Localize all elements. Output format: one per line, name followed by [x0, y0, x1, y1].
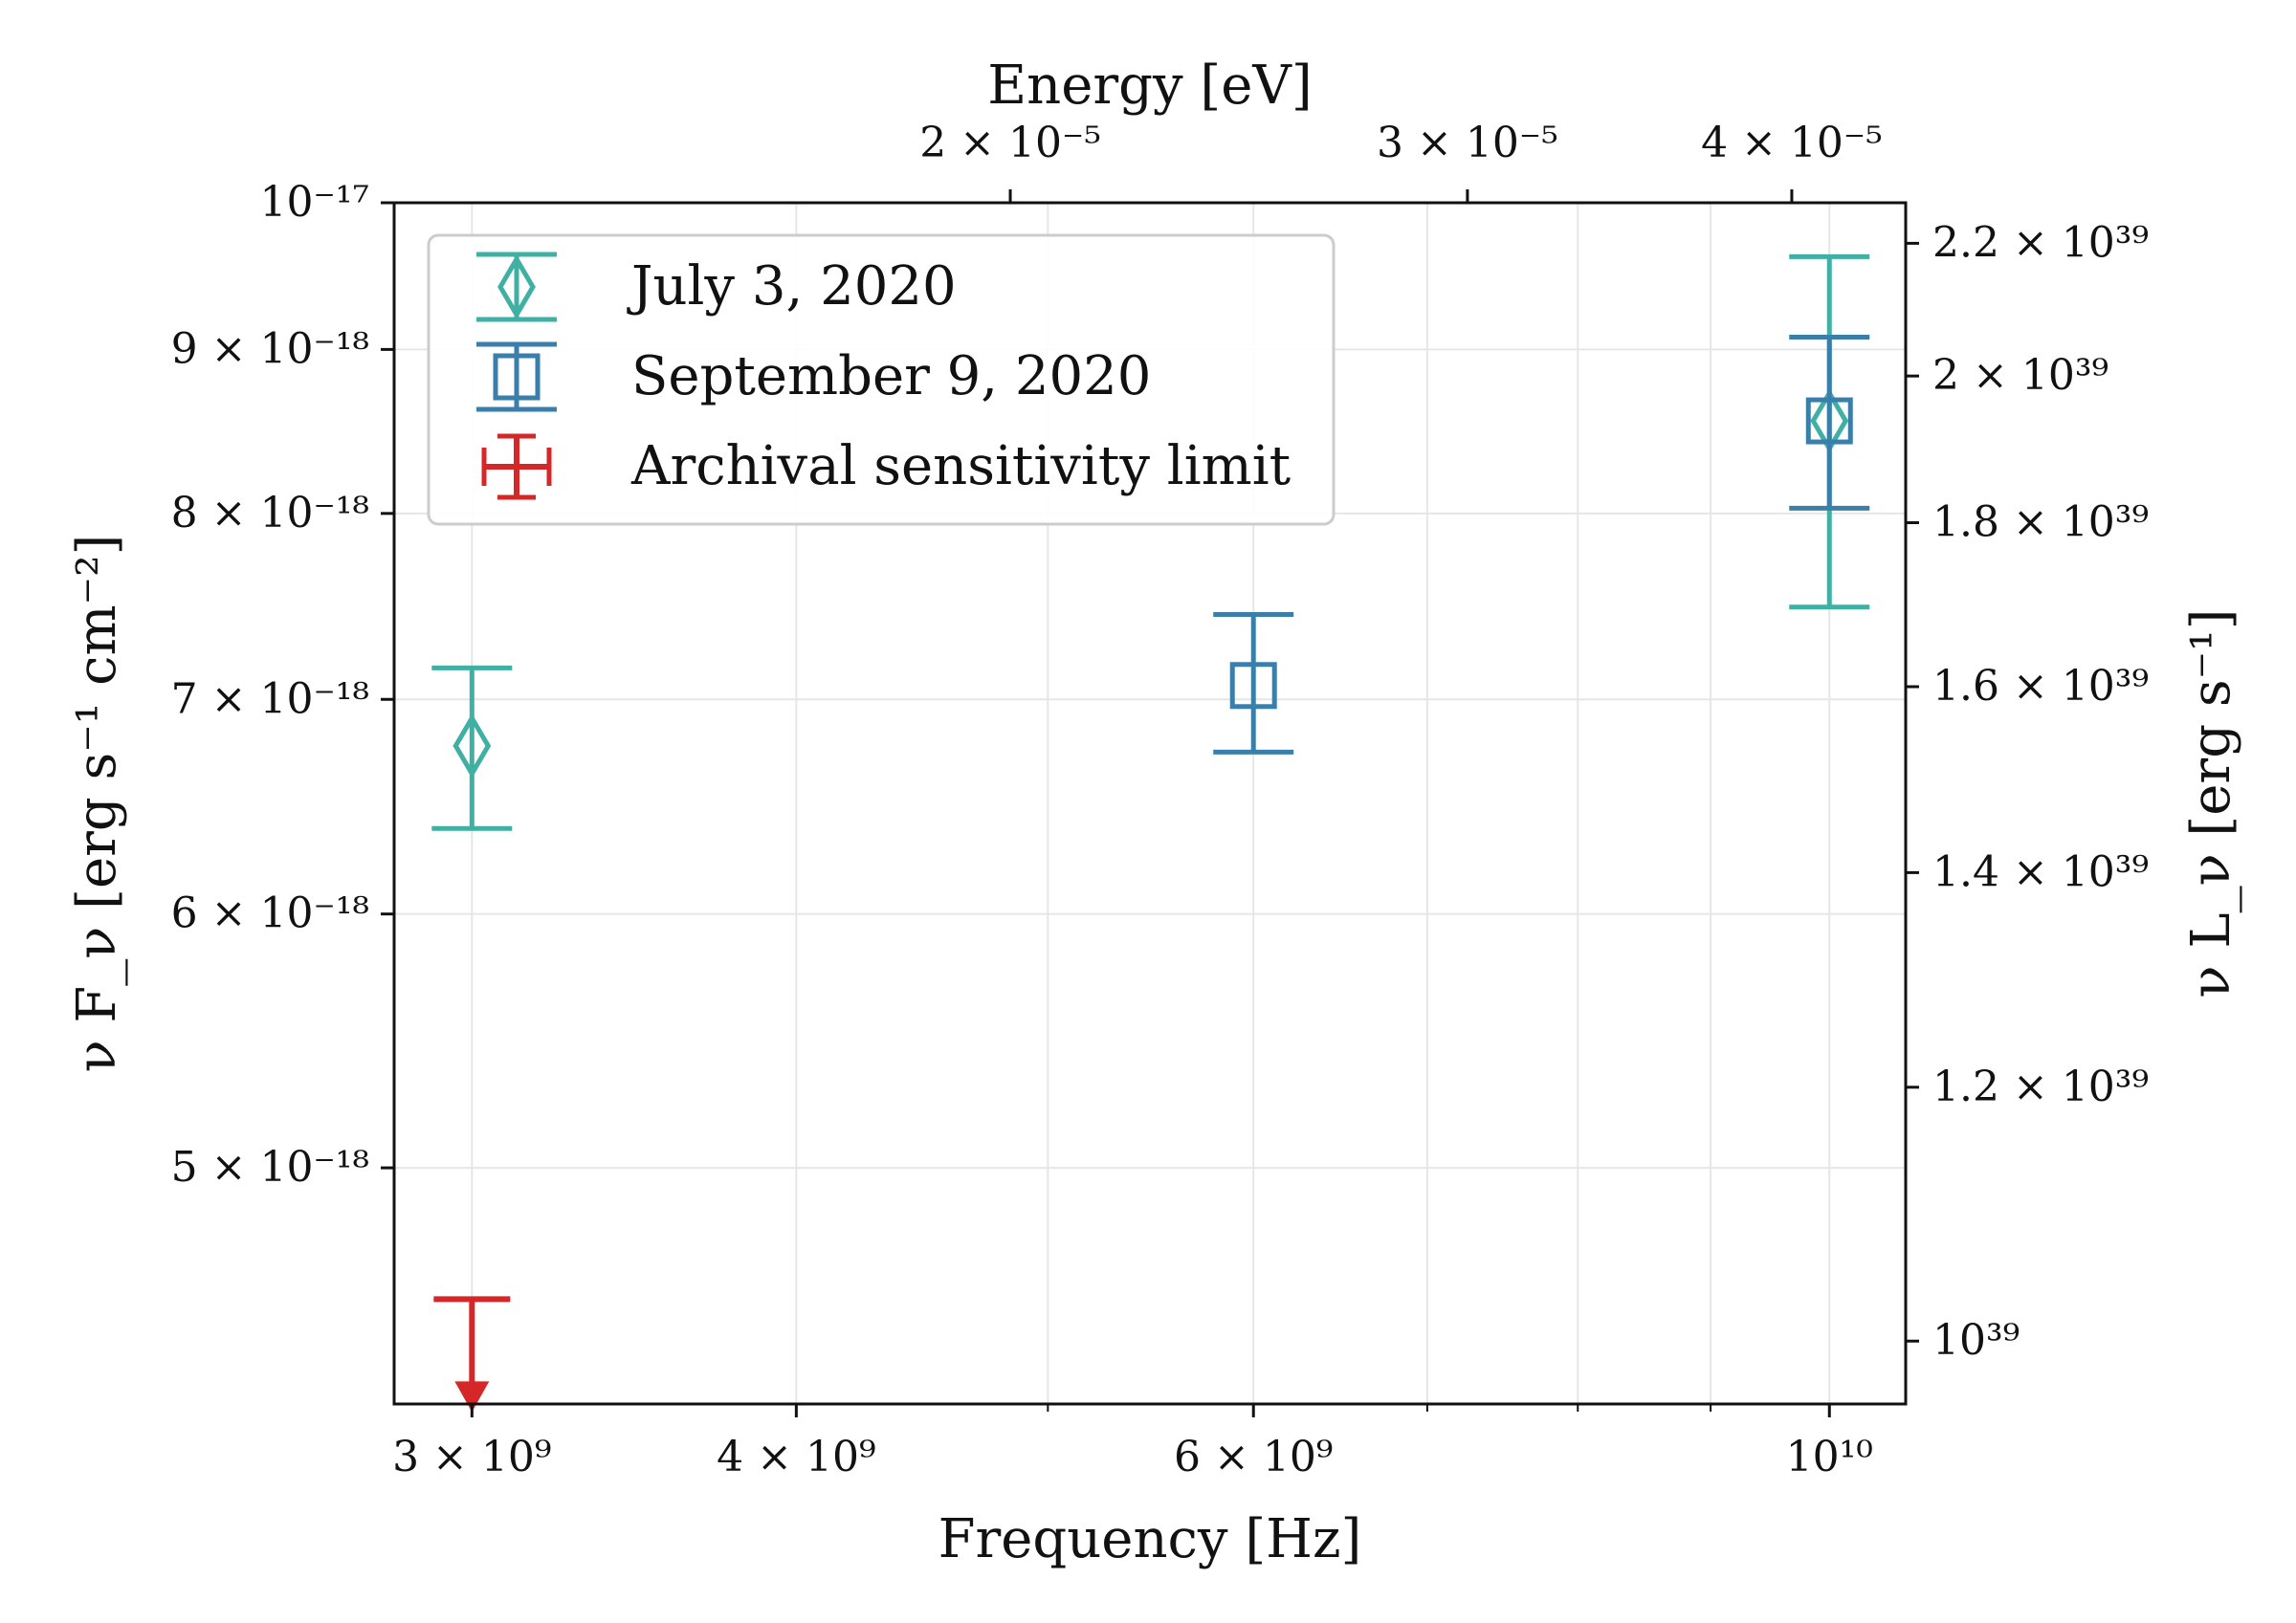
right-tick-label: 1.2 × 10³⁹ [1932, 1063, 2149, 1111]
legend-square [493, 353, 541, 401]
x-tick-label: 3 × 10⁹ [392, 1433, 551, 1481]
y-tick-label: 10⁻¹⁷ [260, 178, 370, 227]
diamond-marker [453, 713, 492, 779]
legend-marker-diamond [476, 252, 557, 322]
error-bar [431, 665, 513, 831]
top-axis-title: Energy [eV] [987, 55, 1312, 117]
right-tick-label: 2.2 × 10³⁹ [1932, 218, 2149, 267]
top-tick-label: 3 × 10⁻⁵ [1377, 119, 1558, 167]
x-tick-label: 4 × 10⁹ [717, 1433, 875, 1481]
x-axis-title: Frequency [Hz] [938, 1508, 1362, 1570]
legend-label-archival: Archival sensitivity limit [630, 435, 1292, 497]
x-tick-label: 6 × 10⁹ [1174, 1433, 1333, 1481]
square-marker [1805, 397, 1853, 445]
legend-marker-square [476, 341, 557, 412]
top-tick-label: 2 × 10⁻⁵ [919, 119, 1101, 167]
y-tick-label: 7 × 10⁻¹⁸ [171, 674, 369, 723]
right-tick-label: 1.8 × 10³⁹ [1932, 498, 2149, 547]
legend: July 3, 2020 September 9, 2020 Archival … [427, 233, 1336, 526]
y-tick-label: 6 × 10⁻¹⁸ [171, 889, 369, 938]
square-marker [1229, 662, 1277, 710]
legend-label-september: September 9, 2020 [631, 345, 1151, 407]
y-axis-title: ν F_ν [erg s⁻¹ cm⁻²] [66, 535, 128, 1073]
top-tick-label: 4 × 10⁻⁵ [1701, 119, 1883, 167]
upper-limit-arrow [454, 1381, 490, 1413]
data-points [431, 253, 1870, 1413]
right-y-axis-title: ν L_ν [erg s⁻¹] [2180, 609, 2242, 998]
legend-markers [476, 252, 557, 500]
right-tick-label: 10³⁹ [1932, 1316, 2020, 1365]
axis-ticks: 3 × 10⁹ 4 × 10⁹ 6 × 10⁹ 10¹⁰ 10⁻¹⁷ 9 × 10⁻¹⁸ 8… [171, 119, 2149, 1481]
right-tick-label: 1.6 × 10³⁹ [1932, 662, 2149, 711]
legend-label-july: July 3, 2020 [627, 255, 957, 318]
plot-frame [392, 201, 1908, 1406]
legend-box [427, 233, 1336, 526]
right-tick-label: 2 × 10³⁹ [1932, 351, 2108, 400]
legend-diamond [497, 254, 536, 319]
y-tick-label: 9 × 10⁻¹⁸ [171, 324, 369, 373]
legend-marker-archival [481, 433, 552, 500]
y-tick-label: 8 × 10⁻¹⁸ [171, 489, 369, 537]
y-tick-label: 5 × 10⁻¹⁸ [171, 1143, 369, 1192]
error-bar [1789, 335, 1870, 511]
right-tick-label: 1.4 × 10³⁹ [1932, 847, 2149, 896]
x-tick-label: 10¹⁰ [1786, 1433, 1873, 1481]
error-bar [1213, 612, 1294, 755]
upper-limit-point [433, 1296, 511, 1413]
